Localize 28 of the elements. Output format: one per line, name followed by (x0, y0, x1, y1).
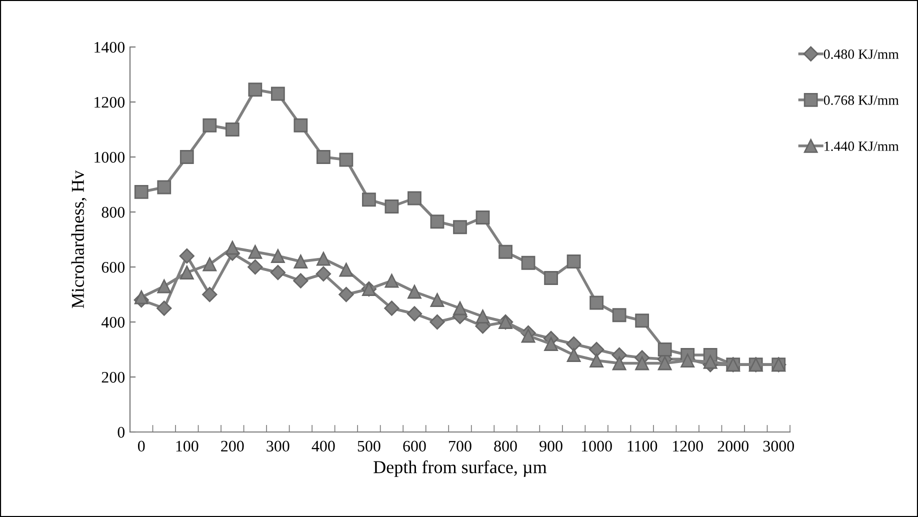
x-tick-label: 500 (358, 440, 380, 452)
y-tick-label: 1000 (94, 152, 125, 163)
x-tick-label: 1000 (582, 440, 612, 452)
x-tick-label: 3000 (763, 440, 794, 452)
legend-label: 0.480 KJ/mm (824, 50, 899, 59)
y-tick-label: 1400 (94, 42, 125, 53)
x-tick-label: 900 (540, 440, 562, 452)
y-tick-label: 600 (102, 262, 125, 273)
x-tick-label: 100 (176, 440, 198, 452)
y-tick-label: 1200 (94, 96, 125, 108)
x-tick-label: 200 (221, 440, 244, 452)
x-tick-label: 1200 (673, 440, 703, 452)
x-tick-label: 1100 (628, 440, 658, 452)
x-tick-label: 700 (449, 440, 472, 452)
x-tick-label: 300 (266, 440, 290, 452)
y-tick-label: 400 (101, 316, 125, 328)
y-tick-label: 0 (118, 426, 125, 438)
x-axis-title: Depth from surface, µm (374, 460, 547, 477)
x-tick-label: 2000 (718, 440, 748, 452)
y-tick-label: 200 (102, 372, 125, 383)
y-tick-label: 800 (102, 206, 125, 218)
x-tick-label: 0 (138, 440, 145, 452)
x-tick-label: 600 (403, 440, 426, 452)
x-tick-label: 400 (312, 440, 335, 452)
x-tick-label: 800 (494, 440, 517, 452)
y-axis-title: Microhardness, Hv (71, 170, 87, 308)
legend-label: 1.440 KJ/mm (824, 142, 899, 151)
legend-label: 0.768 KJ/mm (824, 96, 899, 105)
